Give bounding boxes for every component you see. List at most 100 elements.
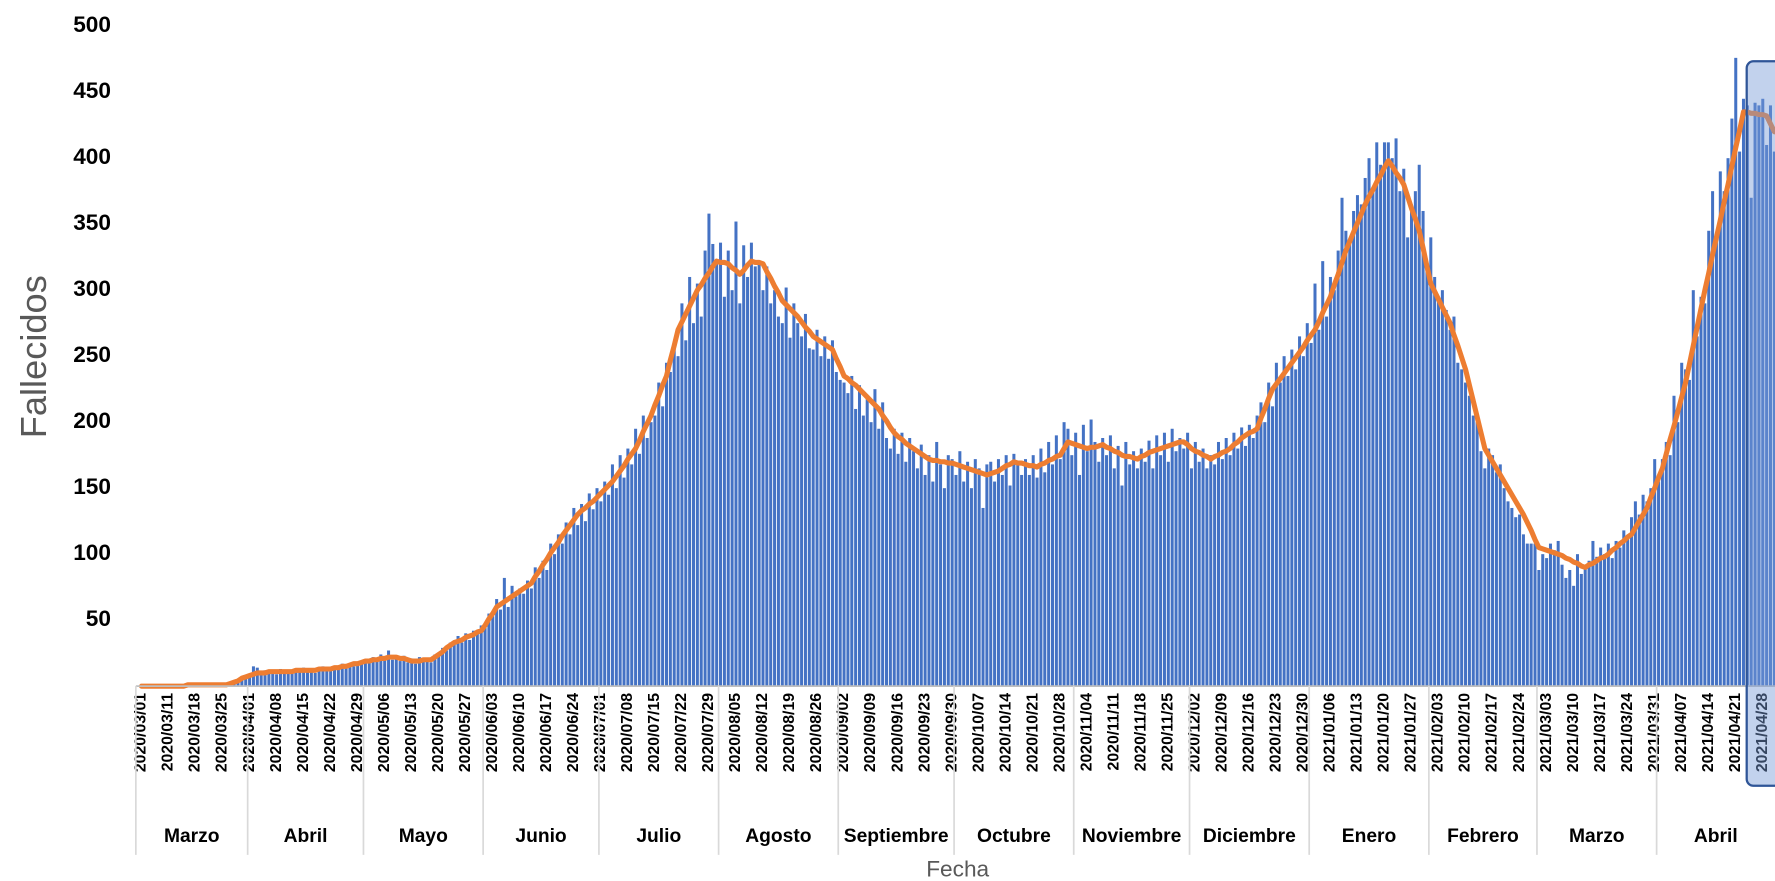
- bar: [1514, 517, 1518, 687]
- bar: [333, 666, 337, 687]
- x-tick-label: 2020/04/08: [268, 693, 285, 772]
- month-label: Marzo: [1569, 826, 1625, 847]
- bar: [244, 678, 248, 687]
- bar: [1714, 237, 1718, 687]
- bar: [1247, 424, 1251, 687]
- bar: [1691, 290, 1695, 687]
- bar: [927, 455, 931, 687]
- x-tick-label: 2020/12/09: [1214, 693, 1231, 772]
- bar: [807, 348, 811, 687]
- bar: [259, 674, 263, 687]
- x-tick-label: 2021/01/13: [1349, 693, 1366, 772]
- bar: [433, 654, 437, 687]
- bar: [1132, 451, 1136, 687]
- month-label: Abril: [1694, 826, 1738, 847]
- bar: [703, 250, 707, 687]
- bar: [375, 661, 379, 687]
- bar: [726, 250, 730, 687]
- bar: [367, 662, 371, 687]
- bar: [1645, 501, 1649, 687]
- bar: [425, 658, 429, 687]
- month-label: Noviembre: [1082, 826, 1182, 847]
- bar: [830, 340, 834, 687]
- bar: [985, 464, 989, 687]
- bar: [692, 323, 696, 687]
- bar: [1371, 187, 1375, 687]
- bar: [441, 647, 445, 687]
- month-label: Febrero: [1447, 826, 1519, 847]
- bar: [746, 276, 750, 687]
- bar: [541, 560, 545, 687]
- bar: [865, 395, 869, 687]
- bar: [800, 336, 804, 687]
- bar: [1340, 197, 1344, 687]
- bar: [784, 287, 788, 687]
- bar: [1367, 158, 1371, 687]
- x-tick-label: 2020/12/16: [1241, 693, 1258, 772]
- bar: [1352, 210, 1356, 687]
- bar: [637, 453, 641, 687]
- x-tick-label: 2020/06/10: [511, 693, 528, 772]
- bar: [1552, 550, 1556, 687]
- month-label: Marzo: [164, 826, 220, 847]
- x-tick-label: 2021/04/07: [1673, 693, 1690, 772]
- bar: [1120, 485, 1124, 687]
- bar: [1467, 395, 1471, 687]
- bar: [1409, 204, 1414, 687]
- bar: [383, 659, 387, 687]
- bar: [1089, 419, 1093, 687]
- bar: [248, 674, 252, 687]
- x-tick-label: 2021/04/21: [1727, 693, 1744, 772]
- bar: [618, 455, 622, 687]
- bar: [854, 408, 858, 687]
- bar: [1271, 406, 1275, 687]
- bar: [1004, 455, 1008, 687]
- x-tick-label: 2020/07/22: [673, 693, 690, 772]
- bar: [1440, 290, 1444, 687]
- bar: [1711, 191, 1715, 687]
- bar: [1579, 573, 1583, 687]
- bar: [556, 534, 560, 687]
- bar: [1680, 362, 1684, 687]
- x-tick-label: 2020/03/25: [214, 693, 231, 772]
- bar: [1452, 316, 1456, 687]
- month-label: Octubre: [977, 826, 1051, 847]
- bar: [1444, 309, 1448, 687]
- bar: [969, 488, 973, 687]
- bar: [753, 266, 757, 687]
- bar: [267, 672, 271, 687]
- bar: [595, 488, 599, 687]
- y-tick-label: 500: [73, 12, 111, 37]
- bar: [792, 303, 796, 687]
- bar: [1027, 474, 1031, 687]
- bar: [861, 415, 865, 687]
- x-tick-label: 2020/06/03: [484, 693, 501, 772]
- bar: [1483, 468, 1487, 687]
- bar: [1294, 369, 1298, 687]
- bar: [1498, 464, 1502, 687]
- bar: [1066, 428, 1070, 687]
- bar: [641, 415, 645, 687]
- bar: [1657, 481, 1661, 687]
- plot-area: 50 100 150 200 250 300 350 400 450 500 2020/03/01 2…: [73, 12, 1775, 855]
- bar: [1595, 556, 1599, 687]
- bar: [1687, 379, 1691, 687]
- bar: [263, 670, 267, 687]
- bar: [1375, 142, 1379, 687]
- bar: [811, 349, 815, 687]
- bar: [1475, 422, 1479, 687]
- bar: [506, 606, 510, 687]
- bar: [1413, 191, 1417, 687]
- bar: [398, 661, 402, 687]
- bar: [1757, 105, 1761, 687]
- bar: [1108, 435, 1112, 687]
- month-label: Julio: [636, 826, 681, 847]
- bar: [1101, 438, 1105, 687]
- bar: [1761, 98, 1765, 687]
- bar: [1043, 472, 1047, 687]
- bar: [545, 569, 549, 687]
- bar: [1437, 296, 1441, 687]
- y-tick-label: 300: [73, 276, 111, 301]
- bar: [1205, 468, 1209, 687]
- bar: [471, 630, 475, 687]
